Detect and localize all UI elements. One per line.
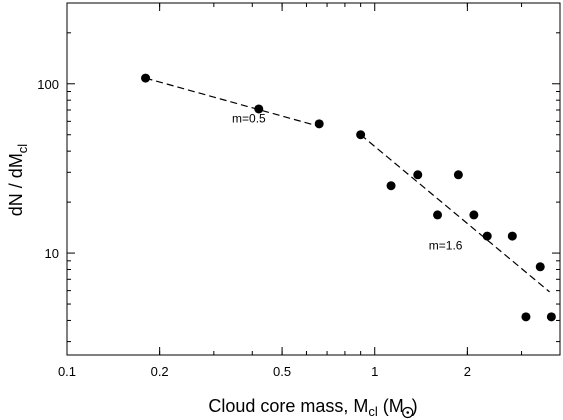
data-point bbox=[413, 170, 423, 180]
fit-annotation: m=0.5 bbox=[232, 112, 266, 126]
y-axis-ticks: 10 100 bbox=[37, 32, 560, 343]
fit-lines bbox=[145, 77, 550, 293]
x-tick-label: 0.2 bbox=[151, 364, 169, 379]
data-point bbox=[386, 181, 396, 191]
data-point bbox=[254, 104, 264, 114]
x-tick-label: 0.5 bbox=[273, 364, 291, 379]
sun-symbol-icon bbox=[402, 406, 414, 419]
fit-line bbox=[145, 77, 320, 127]
data-point bbox=[314, 119, 324, 129]
x-tick-label: 2 bbox=[464, 364, 471, 379]
data-point bbox=[535, 262, 545, 272]
x-tick-label: 0.1 bbox=[58, 364, 76, 379]
data-point bbox=[433, 210, 443, 220]
y-tick-label: 10 bbox=[45, 246, 59, 261]
x-axis-label: Cloud core mass, Mcl (M●) bbox=[208, 396, 417, 419]
data-point bbox=[482, 231, 492, 241]
sun-symbol-dot bbox=[406, 411, 410, 414]
annotations: m=0.5 m=1.6 bbox=[232, 112, 463, 253]
data-point bbox=[469, 210, 479, 220]
data-points bbox=[141, 73, 556, 322]
x-tick-label: 1 bbox=[371, 364, 378, 379]
fit-line bbox=[360, 134, 550, 293]
plot-frame bbox=[66, 2, 561, 356]
data-point bbox=[521, 312, 531, 322]
data-point bbox=[507, 231, 517, 241]
x-axis-ticks: 0.1 0.2 0.5 1 2 bbox=[58, 3, 523, 379]
data-point bbox=[546, 312, 556, 322]
y-tick-label: 100 bbox=[37, 77, 59, 92]
data-point bbox=[453, 170, 463, 180]
data-point bbox=[356, 130, 366, 140]
y-axis-label: dN / dMcl bbox=[6, 144, 30, 217]
data-point bbox=[141, 73, 151, 83]
fit-annotation: m=1.6 bbox=[429, 238, 463, 252]
